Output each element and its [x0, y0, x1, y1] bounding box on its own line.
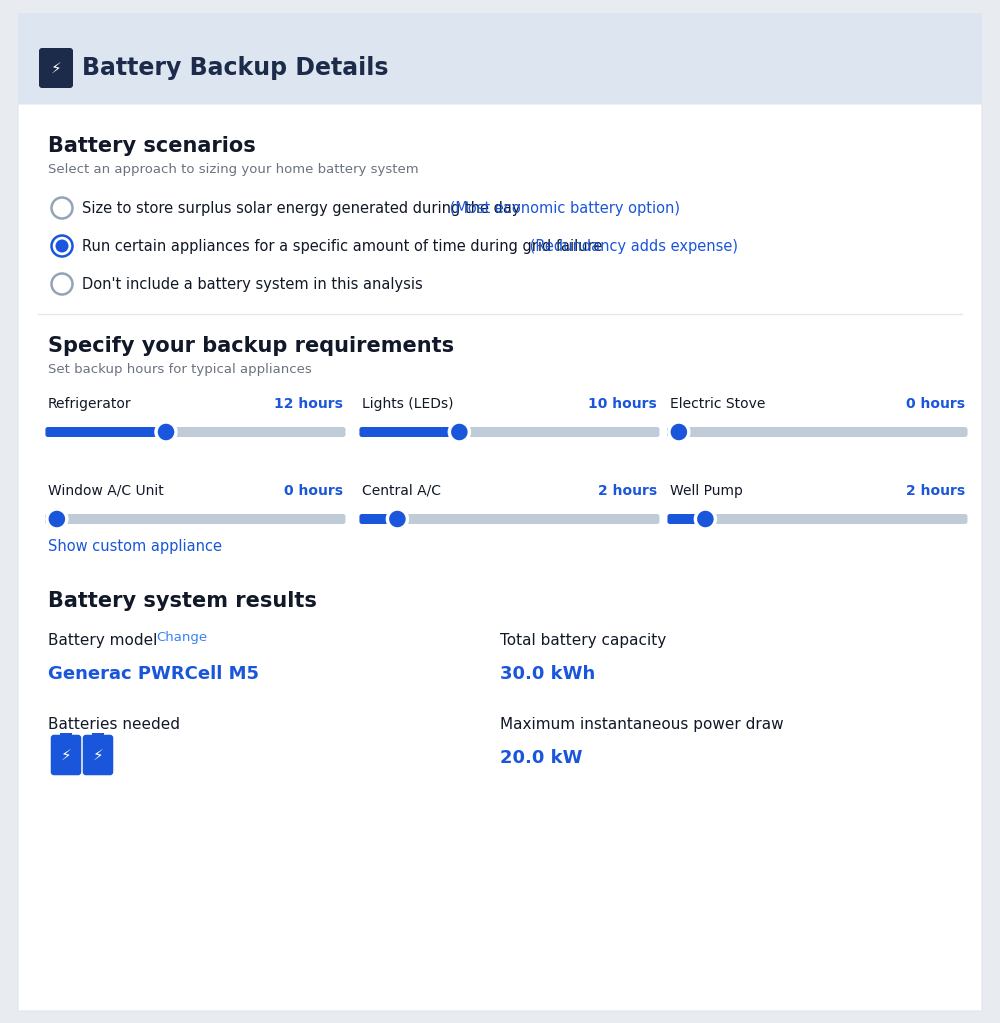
FancyBboxPatch shape [360, 427, 462, 437]
Circle shape [449, 422, 469, 442]
Circle shape [156, 422, 176, 442]
Text: Total battery capacity: Total battery capacity [500, 633, 666, 648]
Text: Electric Stove: Electric Stove [670, 397, 765, 411]
Text: Battery Backup Details: Battery Backup Details [82, 56, 388, 80]
Text: ⚡: ⚡ [51, 60, 61, 76]
Circle shape [695, 509, 715, 529]
Text: Show custom appliance: Show custom appliance [48, 538, 222, 553]
Circle shape [56, 239, 68, 253]
Text: Window A/C Unit: Window A/C Unit [48, 484, 164, 498]
FancyBboxPatch shape [46, 514, 346, 524]
Text: (Redundancy adds expense): (Redundancy adds expense) [525, 238, 738, 254]
FancyBboxPatch shape [52, 736, 80, 774]
Text: 2 hours: 2 hours [906, 484, 965, 498]
Text: Don't include a battery system in this analysis: Don't include a battery system in this a… [82, 276, 423, 292]
Text: 10 hours: 10 hours [588, 397, 657, 411]
FancyBboxPatch shape [39, 48, 73, 88]
Text: Battery scenarios: Battery scenarios [48, 136, 256, 155]
Text: Refrigerator: Refrigerator [48, 397, 132, 411]
FancyBboxPatch shape [668, 514, 968, 524]
Text: (Most economic battery option): (Most economic battery option) [445, 201, 680, 216]
Text: ⚡: ⚡ [93, 748, 103, 762]
Text: Run certain appliances for a specific amount of time during grid failure: Run certain appliances for a specific am… [82, 238, 602, 254]
FancyBboxPatch shape [668, 427, 681, 437]
FancyBboxPatch shape [18, 104, 982, 1011]
Text: Well Pump: Well Pump [670, 484, 743, 498]
Text: Battery model: Battery model [48, 633, 157, 648]
Text: 20.0 kW: 20.0 kW [500, 749, 582, 767]
FancyBboxPatch shape [360, 514, 400, 524]
FancyBboxPatch shape [46, 427, 346, 437]
FancyBboxPatch shape [360, 427, 660, 437]
FancyBboxPatch shape [18, 13, 982, 1011]
Text: Batteries needed: Batteries needed [48, 717, 180, 732]
Circle shape [47, 509, 67, 529]
Text: Specify your backup requirements: Specify your backup requirements [48, 336, 454, 356]
Text: Change: Change [156, 631, 207, 644]
Text: Maximum instantaneous power draw: Maximum instantaneous power draw [500, 717, 784, 732]
Text: Generac PWRCell M5: Generac PWRCell M5 [48, 665, 259, 683]
FancyBboxPatch shape [60, 733, 72, 738]
FancyBboxPatch shape [46, 514, 59, 524]
Text: Set backup hours for typical appliances: Set backup hours for typical appliances [48, 363, 312, 376]
FancyBboxPatch shape [360, 514, 660, 524]
Text: 0 hours: 0 hours [284, 484, 343, 498]
FancyBboxPatch shape [84, 736, 112, 774]
Text: 0 hours: 0 hours [906, 397, 965, 411]
Text: Central A/C: Central A/C [362, 484, 441, 498]
FancyBboxPatch shape [46, 427, 168, 437]
FancyBboxPatch shape [668, 427, 968, 437]
Text: Battery system results: Battery system results [48, 591, 317, 611]
Text: 30.0 kWh: 30.0 kWh [500, 665, 595, 683]
Text: 12 hours: 12 hours [274, 397, 343, 411]
Circle shape [669, 422, 689, 442]
Text: ⚡: ⚡ [61, 748, 71, 762]
FancyBboxPatch shape [92, 733, 104, 738]
FancyBboxPatch shape [668, 514, 708, 524]
Circle shape [387, 509, 407, 529]
Text: 2 hours: 2 hours [598, 484, 657, 498]
Text: Lights (LEDs): Lights (LEDs) [362, 397, 454, 411]
Text: Select an approach to sizing your home battery system: Select an approach to sizing your home b… [48, 163, 419, 176]
Text: Size to store surplus solar energy generated during the day: Size to store surplus solar energy gener… [82, 201, 520, 216]
